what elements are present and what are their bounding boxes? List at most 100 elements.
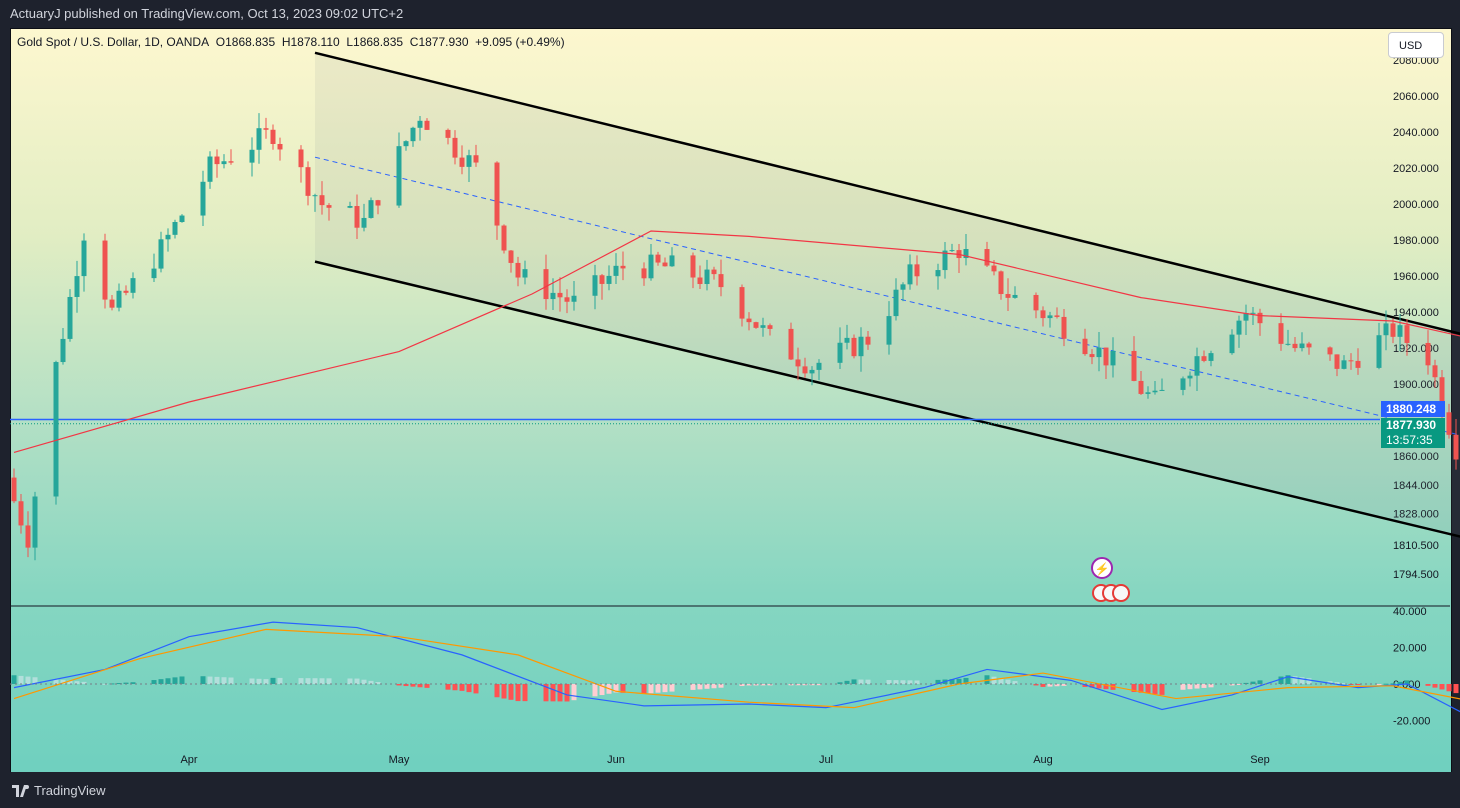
macd-histogram-bar [508,684,514,700]
moving-average-line [13,230,1460,453]
candle-down [1131,350,1137,381]
last-price-badge: 1877.930 13:57:35 [1381,418,1445,448]
candle-up [1397,325,1403,337]
macd-histogram-bar [403,684,409,687]
candle-up [221,161,227,165]
macd-histogram-bar [263,679,269,684]
macd-histogram-bar [32,677,38,684]
currency-button[interactable]: USD [1388,32,1444,58]
price-axis-label: 1794.500 [1393,569,1439,581]
macd-histogram-bar [81,681,87,684]
macd-histogram-bar [669,684,675,692]
macd-histogram-bar [1089,684,1095,688]
time-axis-label: Aug [1033,754,1053,766]
channel-fill [315,52,1460,537]
candle-up [1152,390,1158,393]
macd-histogram-bar [571,684,577,701]
candle-up [32,496,38,548]
macd-histogram-bar [1040,684,1046,687]
macd-histogram-bar [767,684,773,686]
macd-histogram-bar [515,684,521,702]
candle-down [543,269,549,300]
macd-histogram-bar [326,678,332,684]
candle-down [851,337,857,357]
macd-histogram-bar [746,684,752,686]
macd-histogram-bar [1432,684,1438,688]
macd-histogram-bar [718,684,724,688]
price-axis-label: 1900.000 [1393,379,1439,391]
macd-histogram-bar [620,684,626,693]
candle-down [564,297,570,302]
candle-down [1082,338,1088,355]
macd-histogram-bar [907,680,913,684]
macd-histogram-bar [564,684,570,702]
candle-up [592,275,598,296]
macd-histogram-bar [886,680,892,684]
tradingview-logo[interactable]: TradingView [12,783,106,798]
macd-histogram-bar [935,679,941,684]
macd-histogram-bar [347,678,353,684]
open-value: 1868.835 [225,35,276,49]
macd-histogram-bar [1250,681,1256,684]
macd-histogram-bar [1138,684,1144,693]
macd-histogram-bar [1096,684,1102,689]
macd-histogram-bar [802,684,808,686]
low-value: 1868.835 [353,35,404,49]
macd-histogram-bar [18,675,24,684]
macd-histogram-bar [753,684,759,686]
macd-histogram-bar [599,684,605,696]
candle-down [319,195,325,206]
price-axis-label: 2060.000 [1393,91,1439,103]
macd-histogram-bar [1012,681,1018,684]
candle-down [1327,347,1333,355]
candle-down [1355,360,1361,368]
candle-up [81,240,87,277]
candle-down [746,318,752,323]
macd-histogram-bar [1061,684,1067,686]
candle-up [466,155,472,167]
candle-down [298,149,304,168]
candle-down [641,268,647,279]
candle-down [1446,412,1452,435]
macd-histogram-bar [893,680,899,684]
candle-up [809,369,815,374]
candle-up [1145,392,1151,394]
macd-histogram-bar [158,679,164,684]
candle-up [1180,378,1186,390]
macd-histogram-bar [60,679,66,684]
macd-histogram-bar [1425,684,1431,686]
candle-down [1334,354,1340,369]
macd-histogram-bar [179,676,185,684]
symbol-title[interactable]: Gold Spot / U.S. Dollar, 1D, OANDA [17,35,210,49]
macd-histogram-bar [1306,678,1312,684]
candle-down [494,162,500,226]
macd-histogram-bar [991,676,997,684]
candle-up [816,362,822,370]
macd-histogram-bar [809,684,815,686]
macd-histogram-bar [67,680,73,684]
macd-histogram-bar [739,684,745,687]
macd-histogram-bar [424,684,430,688]
macd-histogram-bar [1292,676,1298,684]
candle-down [228,161,234,163]
macd-histogram-bar [1187,684,1193,690]
candle-down [711,269,717,275]
macd-histogram-bar [984,675,990,684]
candle-up [606,275,612,284]
macd-histogram-bar [662,684,668,693]
publisher-line: ActuaryJ published on TradingView.com, O… [10,6,404,21]
open-label: O [215,35,226,49]
candle-down [1439,377,1445,413]
candle-down [18,501,24,526]
candle-up [396,146,402,206]
candle-down [473,155,479,163]
macd-histogram-bar [130,682,136,684]
candle-up [1159,389,1165,391]
candle-up [53,362,59,497]
candle-down [795,359,801,367]
candle-down [1033,294,1039,311]
candle-up [368,200,374,218]
macd-histogram-bar [228,677,234,684]
macd-histogram-bar [207,676,213,684]
